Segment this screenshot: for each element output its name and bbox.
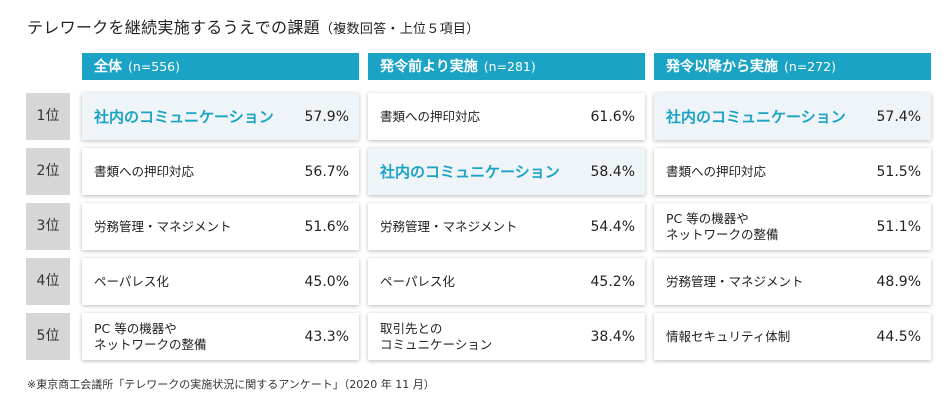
- item-value: 45.2%: [590, 273, 635, 290]
- ranking-cell: 取引先との コミュニケーション 38.4%: [368, 313, 645, 360]
- ranking-cell: 社内のコミュニケーション 57.4%: [654, 93, 931, 140]
- item-value: 54.4%: [590, 218, 635, 235]
- ranking-cell: 労務管理・マネジメント 51.6%: [82, 203, 359, 250]
- group-header: 発令以降から実施 (n=272): [654, 53, 931, 80]
- ranking-cell: 情報セキュリティ体制 44.5%: [654, 313, 931, 360]
- ranking-cell: 労務管理・マネジメント 48.9%: [654, 258, 931, 305]
- ranking-cell: 社内のコミュニケーション 58.4%: [368, 148, 645, 195]
- item-label: 労務管理・マネジメント: [666, 273, 804, 289]
- item-value: 51.1%: [876, 218, 921, 235]
- ranking-cell: 労務管理・マネジメント 54.4%: [368, 203, 645, 250]
- item-label: 労務管理・マネジメント: [380, 218, 518, 234]
- group-count: (n=556): [128, 59, 181, 74]
- item-value: 51.5%: [876, 163, 921, 180]
- group-header: 全体 (n=556): [82, 53, 359, 80]
- item-label: 情報セキュリティ体制: [666, 328, 791, 344]
- group-count: (n=272): [784, 59, 837, 74]
- item-label: ペーパレス化: [380, 273, 455, 289]
- group-name: 発令前より実施: [380, 59, 478, 75]
- item-label: 労務管理・マネジメント: [94, 218, 232, 234]
- ranking-cell: PC 等の機器や ネットワークの整備 43.3%: [82, 313, 359, 360]
- item-label: 社内のコミュニケーション: [94, 107, 274, 126]
- item-label: PC 等の機器や ネットワークの整備: [666, 210, 779, 242]
- item-value: 57.9%: [304, 108, 349, 125]
- chart-title: テレワークを継続実施するうえでの課題（複数回答・上位５項目）: [27, 14, 480, 38]
- item-label: 書類への押印対応: [94, 163, 195, 179]
- source-footnote: ※東京商工会議所「テレワークの実施状況に関するアンケート」（2020 年 11 …: [27, 378, 435, 391]
- item-value: 56.7%: [304, 163, 349, 180]
- item-value: 51.6%: [304, 218, 349, 235]
- item-label: 社内のコミュニケーション: [380, 162, 560, 181]
- item-value: 48.9%: [876, 273, 921, 290]
- ranking-cell: 社内のコミュニケーション 57.9%: [82, 93, 359, 140]
- item-label: 書類への押印対応: [380, 108, 481, 124]
- item-label: 取引先との コミュニケーション: [380, 320, 493, 352]
- ranking-cell: 書類への押印対応 56.7%: [82, 148, 359, 195]
- rank-label: 4位: [26, 258, 70, 305]
- rank-label: 5位: [26, 313, 70, 360]
- item-value: 44.5%: [876, 328, 921, 345]
- chart-subtitle: （複数回答・上位５項目）: [319, 22, 480, 37]
- item-label: PC 等の機器や ネットワークの整備: [94, 320, 207, 352]
- group-header: 発令前より実施 (n=281): [368, 53, 645, 80]
- ranking-cell: ペーパレス化 45.0%: [82, 258, 359, 305]
- ranking-cell: 書類への押印対応 61.6%: [368, 93, 645, 140]
- item-value: 61.6%: [590, 108, 635, 125]
- item-value: 45.0%: [304, 273, 349, 290]
- item-value: 58.4%: [590, 163, 635, 180]
- group-name: 発令以降から実施: [666, 59, 778, 75]
- item-value: 38.4%: [590, 328, 635, 345]
- ranking-cell: 書類への押印対応 51.5%: [654, 148, 931, 195]
- item-value: 57.4%: [876, 108, 921, 125]
- ranking-cell: PC 等の機器や ネットワークの整備 51.1%: [654, 203, 931, 250]
- rank-label: 2位: [26, 148, 70, 195]
- chart-title-main: テレワークを継続実施するうえでの課題: [27, 18, 320, 37]
- group-count: (n=281): [483, 59, 536, 74]
- item-label: 書類への押印対応: [666, 163, 767, 179]
- item-value: 43.3%: [304, 328, 349, 345]
- group-name: 全体: [94, 59, 122, 75]
- item-label: ペーパレス化: [94, 273, 169, 289]
- rank-label: 1位: [26, 93, 70, 140]
- ranking-cell: ペーパレス化 45.2%: [368, 258, 645, 305]
- item-label: 社内のコミュニケーション: [666, 107, 846, 126]
- rank-label: 3位: [26, 203, 70, 250]
